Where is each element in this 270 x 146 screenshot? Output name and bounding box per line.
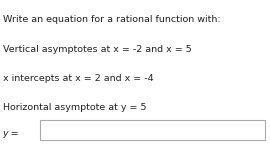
Text: x intercepts at x = 2 and x = -4: x intercepts at x = 2 and x = -4 <box>3 74 153 83</box>
Text: Vertical asymptotes at x = -2 and x = 5: Vertical asymptotes at x = -2 and x = 5 <box>3 45 191 54</box>
Text: Write an equation for a rational function with:: Write an equation for a rational functio… <box>3 15 220 24</box>
Text: y =: y = <box>3 129 19 138</box>
Bar <box>40 120 265 140</box>
Text: Horizontal asymptote at y = 5: Horizontal asymptote at y = 5 <box>3 103 146 112</box>
